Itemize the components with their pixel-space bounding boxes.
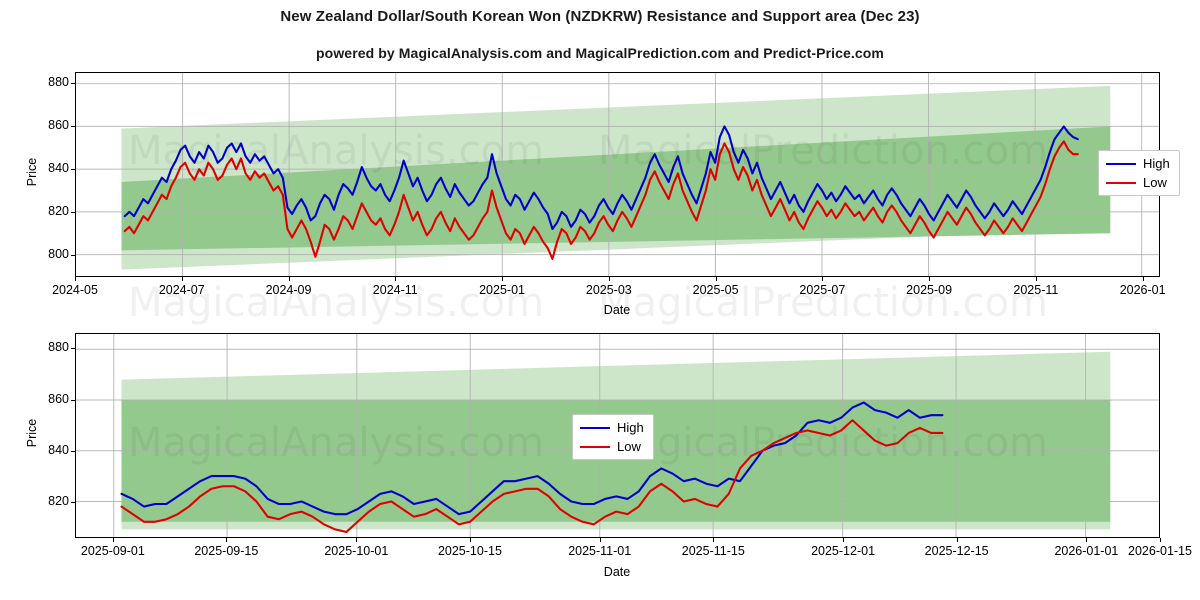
x-tick-mark: [226, 538, 228, 542]
x-tick-label: 2025-07: [799, 283, 846, 297]
y-tick-mark: [71, 255, 75, 257]
x-tick-label: 2025-12-15: [924, 544, 989, 558]
y-tick-mark: [71, 125, 75, 127]
chart-panel-top: [75, 72, 1160, 277]
y-tick-mark: [71, 348, 75, 350]
x-tick-mark: [713, 538, 715, 542]
x-tick-label: 2025-05: [692, 283, 739, 297]
x-tick-label: 2024-07: [158, 283, 205, 297]
x-tick-mark: [395, 277, 397, 281]
y-tick-mark: [71, 169, 75, 171]
x-tick-mark: [502, 277, 504, 281]
y-tick-label: 840: [48, 442, 69, 457]
x-tick-mark: [608, 277, 610, 281]
x-tick-label: 2025-11-01: [568, 544, 632, 558]
legend-row-low: Low: [1106, 175, 1170, 190]
legend-label-low: Low: [617, 439, 641, 454]
y-tick-label: 820: [48, 494, 69, 509]
x-tick-mark: [1142, 277, 1144, 281]
x-tick-mark: [1086, 538, 1088, 542]
x-tick-mark: [469, 538, 471, 542]
y-tick-mark: [71, 399, 75, 401]
legend-label-high: High: [617, 420, 644, 435]
y-tick-mark: [71, 82, 75, 84]
x-tick-label: 2025-09-15: [194, 544, 259, 558]
x-tick-label: 2025-09-01: [80, 544, 145, 558]
x-tick-mark: [599, 538, 601, 542]
legend-label-high: High: [1143, 156, 1170, 171]
x-tick-label: 2025-11-15: [681, 544, 745, 558]
x-tick-label: 2025-11: [1013, 283, 1059, 297]
x-tick-mark: [75, 277, 76, 281]
legend-bottom: High Low: [572, 414, 654, 460]
legend-line-low-icon: [580, 445, 610, 448]
page-subtitle: powered by MagicalAnalysis.com and Magic…: [316, 45, 884, 61]
x-tick-label: 2025-01: [479, 283, 525, 297]
x-axis-label-bottom: Date: [603, 565, 631, 579]
y-tick-label: 880: [48, 340, 69, 355]
legend-line-high-icon: [1106, 162, 1136, 165]
legend-top: High Low: [1098, 150, 1180, 196]
legend-line-high-icon: [580, 426, 610, 429]
plot-area-top: [76, 73, 1159, 276]
legend-line-low-icon: [1106, 181, 1136, 184]
x-tick-mark: [112, 538, 114, 542]
page-title: New Zealand Dollar/South Korean Won (NZD…: [280, 8, 920, 25]
legend-row-high: High: [580, 420, 644, 435]
x-tick-label: 2026-01: [1119, 283, 1166, 297]
x-tick-mark: [929, 277, 931, 281]
y-tick-label: 800: [48, 247, 69, 262]
x-tick-mark: [1160, 538, 1161, 542]
x-tick-mark: [715, 277, 717, 281]
x-tick-label: 2025-09: [906, 283, 953, 297]
x-axis-label-top: Date: [603, 303, 631, 317]
x-tick-label: 2024-11: [372, 283, 418, 297]
y-tick-label: 860: [48, 391, 69, 406]
y-tick-mark: [71, 450, 75, 452]
x-tick-label: 2024-05: [52, 283, 98, 297]
x-tick-label: 2026-01-01: [1054, 544, 1119, 558]
x-tick-mark: [843, 538, 845, 542]
x-tick-mark: [1035, 277, 1037, 281]
x-tick-label: 2024-09: [265, 283, 312, 297]
x-tick-mark: [822, 277, 824, 281]
x-tick-label: 2025-10-01: [324, 544, 389, 558]
chart-panel-bottom: [75, 333, 1160, 538]
legend-label-low: Low: [1143, 175, 1167, 190]
x-tick-mark: [956, 538, 958, 542]
x-tick-label: 2025-10-15: [437, 544, 502, 558]
y-tick-label: 840: [48, 161, 69, 176]
x-tick-mark: [181, 277, 183, 281]
y-tick-label: 860: [48, 117, 69, 132]
legend-row-high: High: [1106, 156, 1170, 171]
y-tick-label: 820: [48, 204, 69, 219]
y-tick-mark: [71, 212, 75, 214]
x-tick-label: 2025-03: [585, 283, 632, 297]
y-tick-mark: [71, 502, 75, 504]
x-tick-mark: [356, 538, 358, 542]
legend-row-low: Low: [580, 439, 644, 454]
x-tick-label: 2026-01-15: [1128, 544, 1192, 558]
x-tick-mark: [288, 277, 290, 281]
y-tick-label: 880: [48, 74, 69, 89]
x-tick-label: 2025-12-01: [811, 544, 876, 558]
